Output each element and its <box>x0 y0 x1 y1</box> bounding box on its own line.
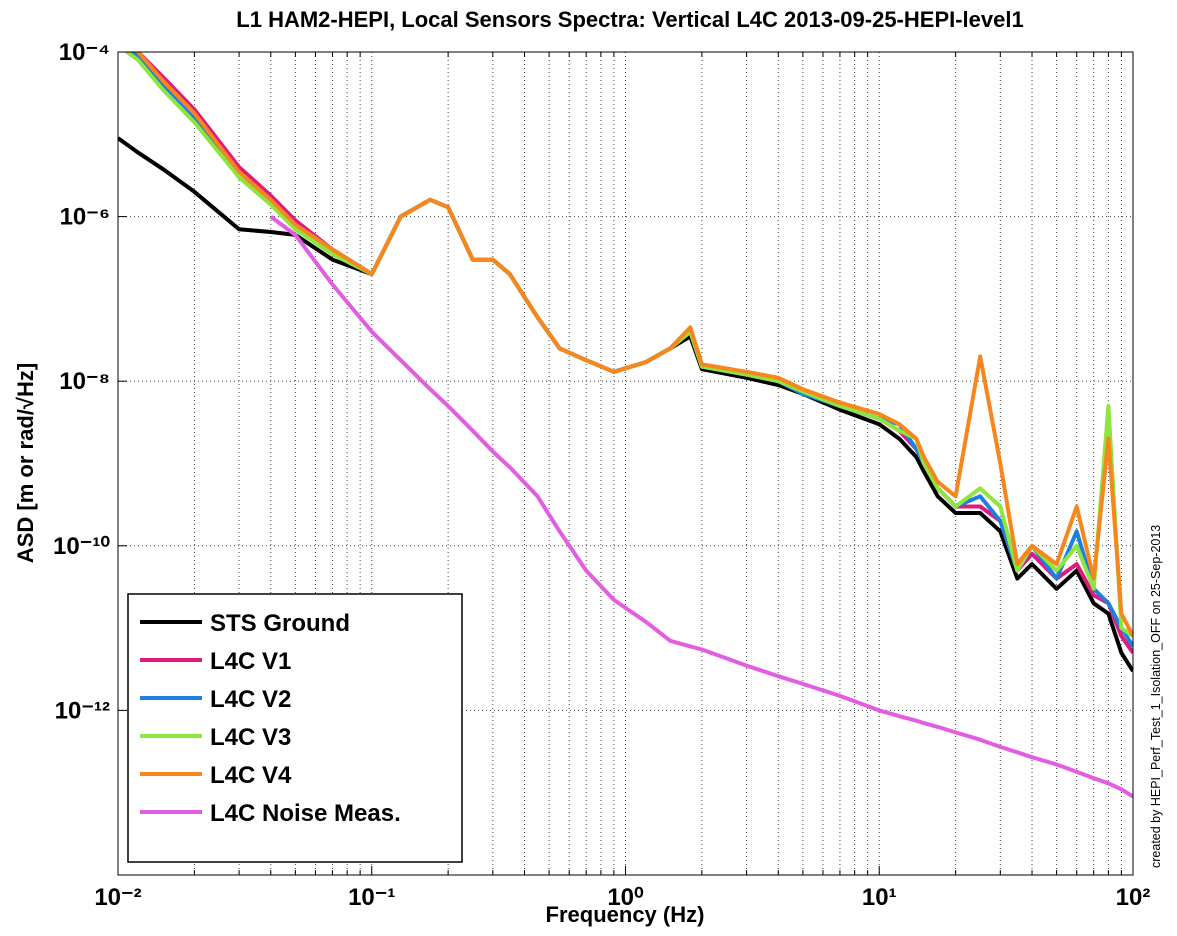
y-tick-label: 10⁻¹⁰ <box>53 533 110 560</box>
x-tick-label: 10¹ <box>862 884 897 911</box>
x-tick-label: 10⁻¹ <box>348 884 395 911</box>
legend-label: L4C V3 <box>210 724 291 751</box>
chart-title: L1 HAM2-HEPI, Local Sensors Spectra: Ver… <box>236 7 1023 32</box>
legend-label: L4C V4 <box>210 762 292 789</box>
y-tick-label: 10⁻⁶ <box>60 204 110 231</box>
legend-label: L4C V1 <box>210 648 291 675</box>
x-tick-label: 10⁰ <box>607 884 644 911</box>
legend-label: L4C Noise Meas. <box>210 800 401 827</box>
series-line <box>134 52 1133 638</box>
y-tick-label: 10⁻⁴ <box>59 39 110 66</box>
x-tick-label: 10⁻² <box>94 884 141 911</box>
legend-label: STS Ground <box>210 610 350 637</box>
series-line <box>269 214 1133 799</box>
x-axis-label: Frequency (Hz) <box>546 902 705 927</box>
legend-box <box>127 593 463 863</box>
plot-lines <box>118 52 1133 799</box>
y-axis-label: ASD [m or rad/√Hz] <box>13 363 38 563</box>
x-tick-label: 10² <box>1116 884 1151 911</box>
plot-frame <box>117 51 1134 876</box>
annotation: created by HEPI_Perf_Test_1_Isolation_OF… <box>1149 525 1163 868</box>
legend-label: L4C V2 <box>210 686 291 713</box>
y-tick-label: 10⁻⁸ <box>59 368 110 395</box>
y-tick-label: 10⁻¹² <box>55 697 110 724</box>
